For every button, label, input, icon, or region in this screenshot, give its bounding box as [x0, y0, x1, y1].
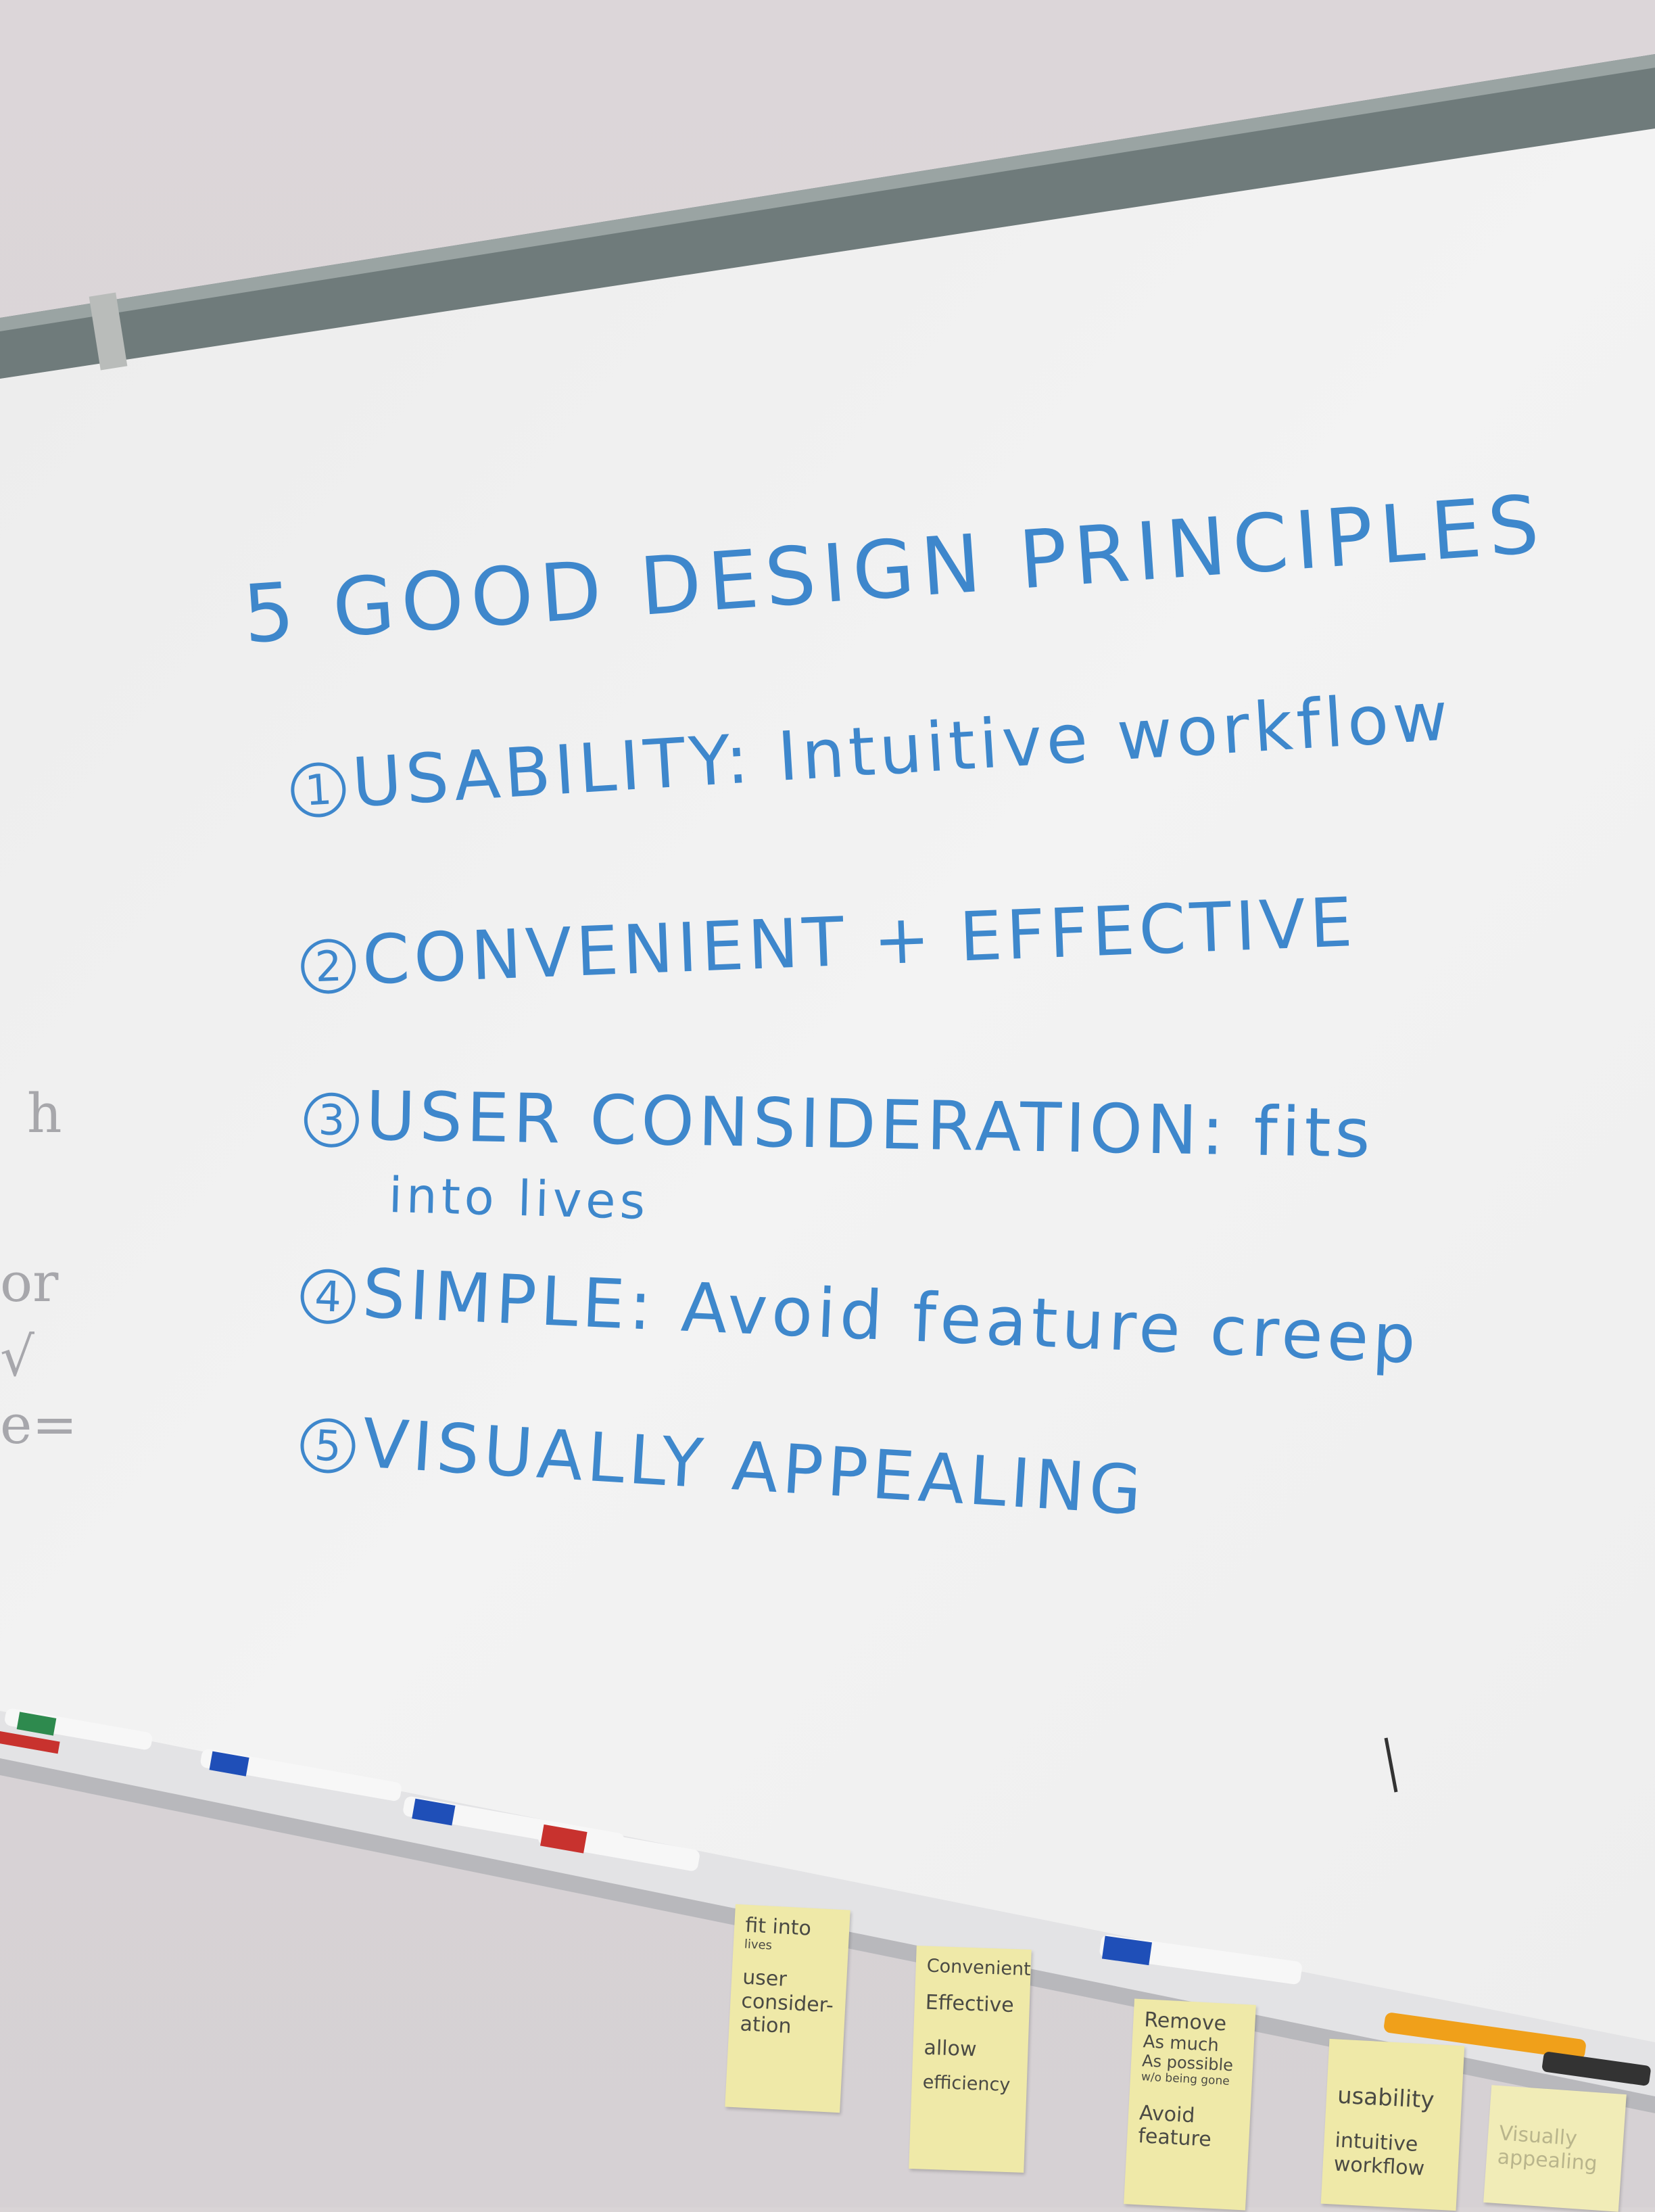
sticky-note-line: Effective	[925, 1990, 1015, 2018]
marker-orange	[1384, 2013, 1651, 2086]
sticky-note-line: workflow	[1333, 2152, 1425, 2181]
marker-green	[5, 1708, 153, 1750]
sticky-note-line: efficiency	[922, 2071, 1011, 2096]
sticky-note-line: feature	[1137, 2124, 1212, 2152]
sticky-note-4: usability intuitive workflow	[1320, 2038, 1465, 2211]
whiteboard-surface	[0, 128, 1655, 2056]
edge-writing-mark: h	[27, 1082, 62, 1145]
sticky-note-line: usability	[1337, 2081, 1435, 2115]
top-rail-highlight	[0, 54, 1655, 331]
edge-writing-mark: e=	[0, 1393, 78, 1456]
stray-mark	[1384, 1737, 1398, 1793]
sticky-note-line: Convenient	[926, 1955, 1032, 1981]
sticky-note-5: Visually appealing	[1483, 2085, 1627, 2212]
sticky-note-1: fit into lives user consider- ation	[725, 1904, 850, 2113]
principle-number-2: 2	[299, 937, 358, 995]
sticky-note-line: ation	[739, 2012, 792, 2039]
edge-writing-mark: or	[0, 1251, 59, 1314]
sticky-note-3: Remove As much As possible w/o being gon…	[1124, 1998, 1256, 2211]
principle-number-3: 3	[304, 1092, 360, 1148]
sticky-note-2: Convenient Effective allow efficiency	[909, 1946, 1032, 2173]
marker-blue-3	[1099, 1935, 1302, 1985]
principle-number-4: 4	[299, 1268, 357, 1325]
principle-number-5: 5	[299, 1417, 358, 1476]
marker-red	[538, 1823, 700, 1871]
marker-red-left	[0, 1731, 60, 1754]
sticky-note-line: allow	[923, 2035, 978, 2061]
top-rail	[0, 54, 1655, 379]
edge-writing-mark: √	[0, 1325, 34, 1388]
principle-3-continuation: into lives	[387, 1167, 650, 1231]
marker-blue-1	[200, 1749, 402, 1802]
principle-number-1: 1	[289, 761, 348, 820]
rail-clip	[89, 292, 128, 371]
